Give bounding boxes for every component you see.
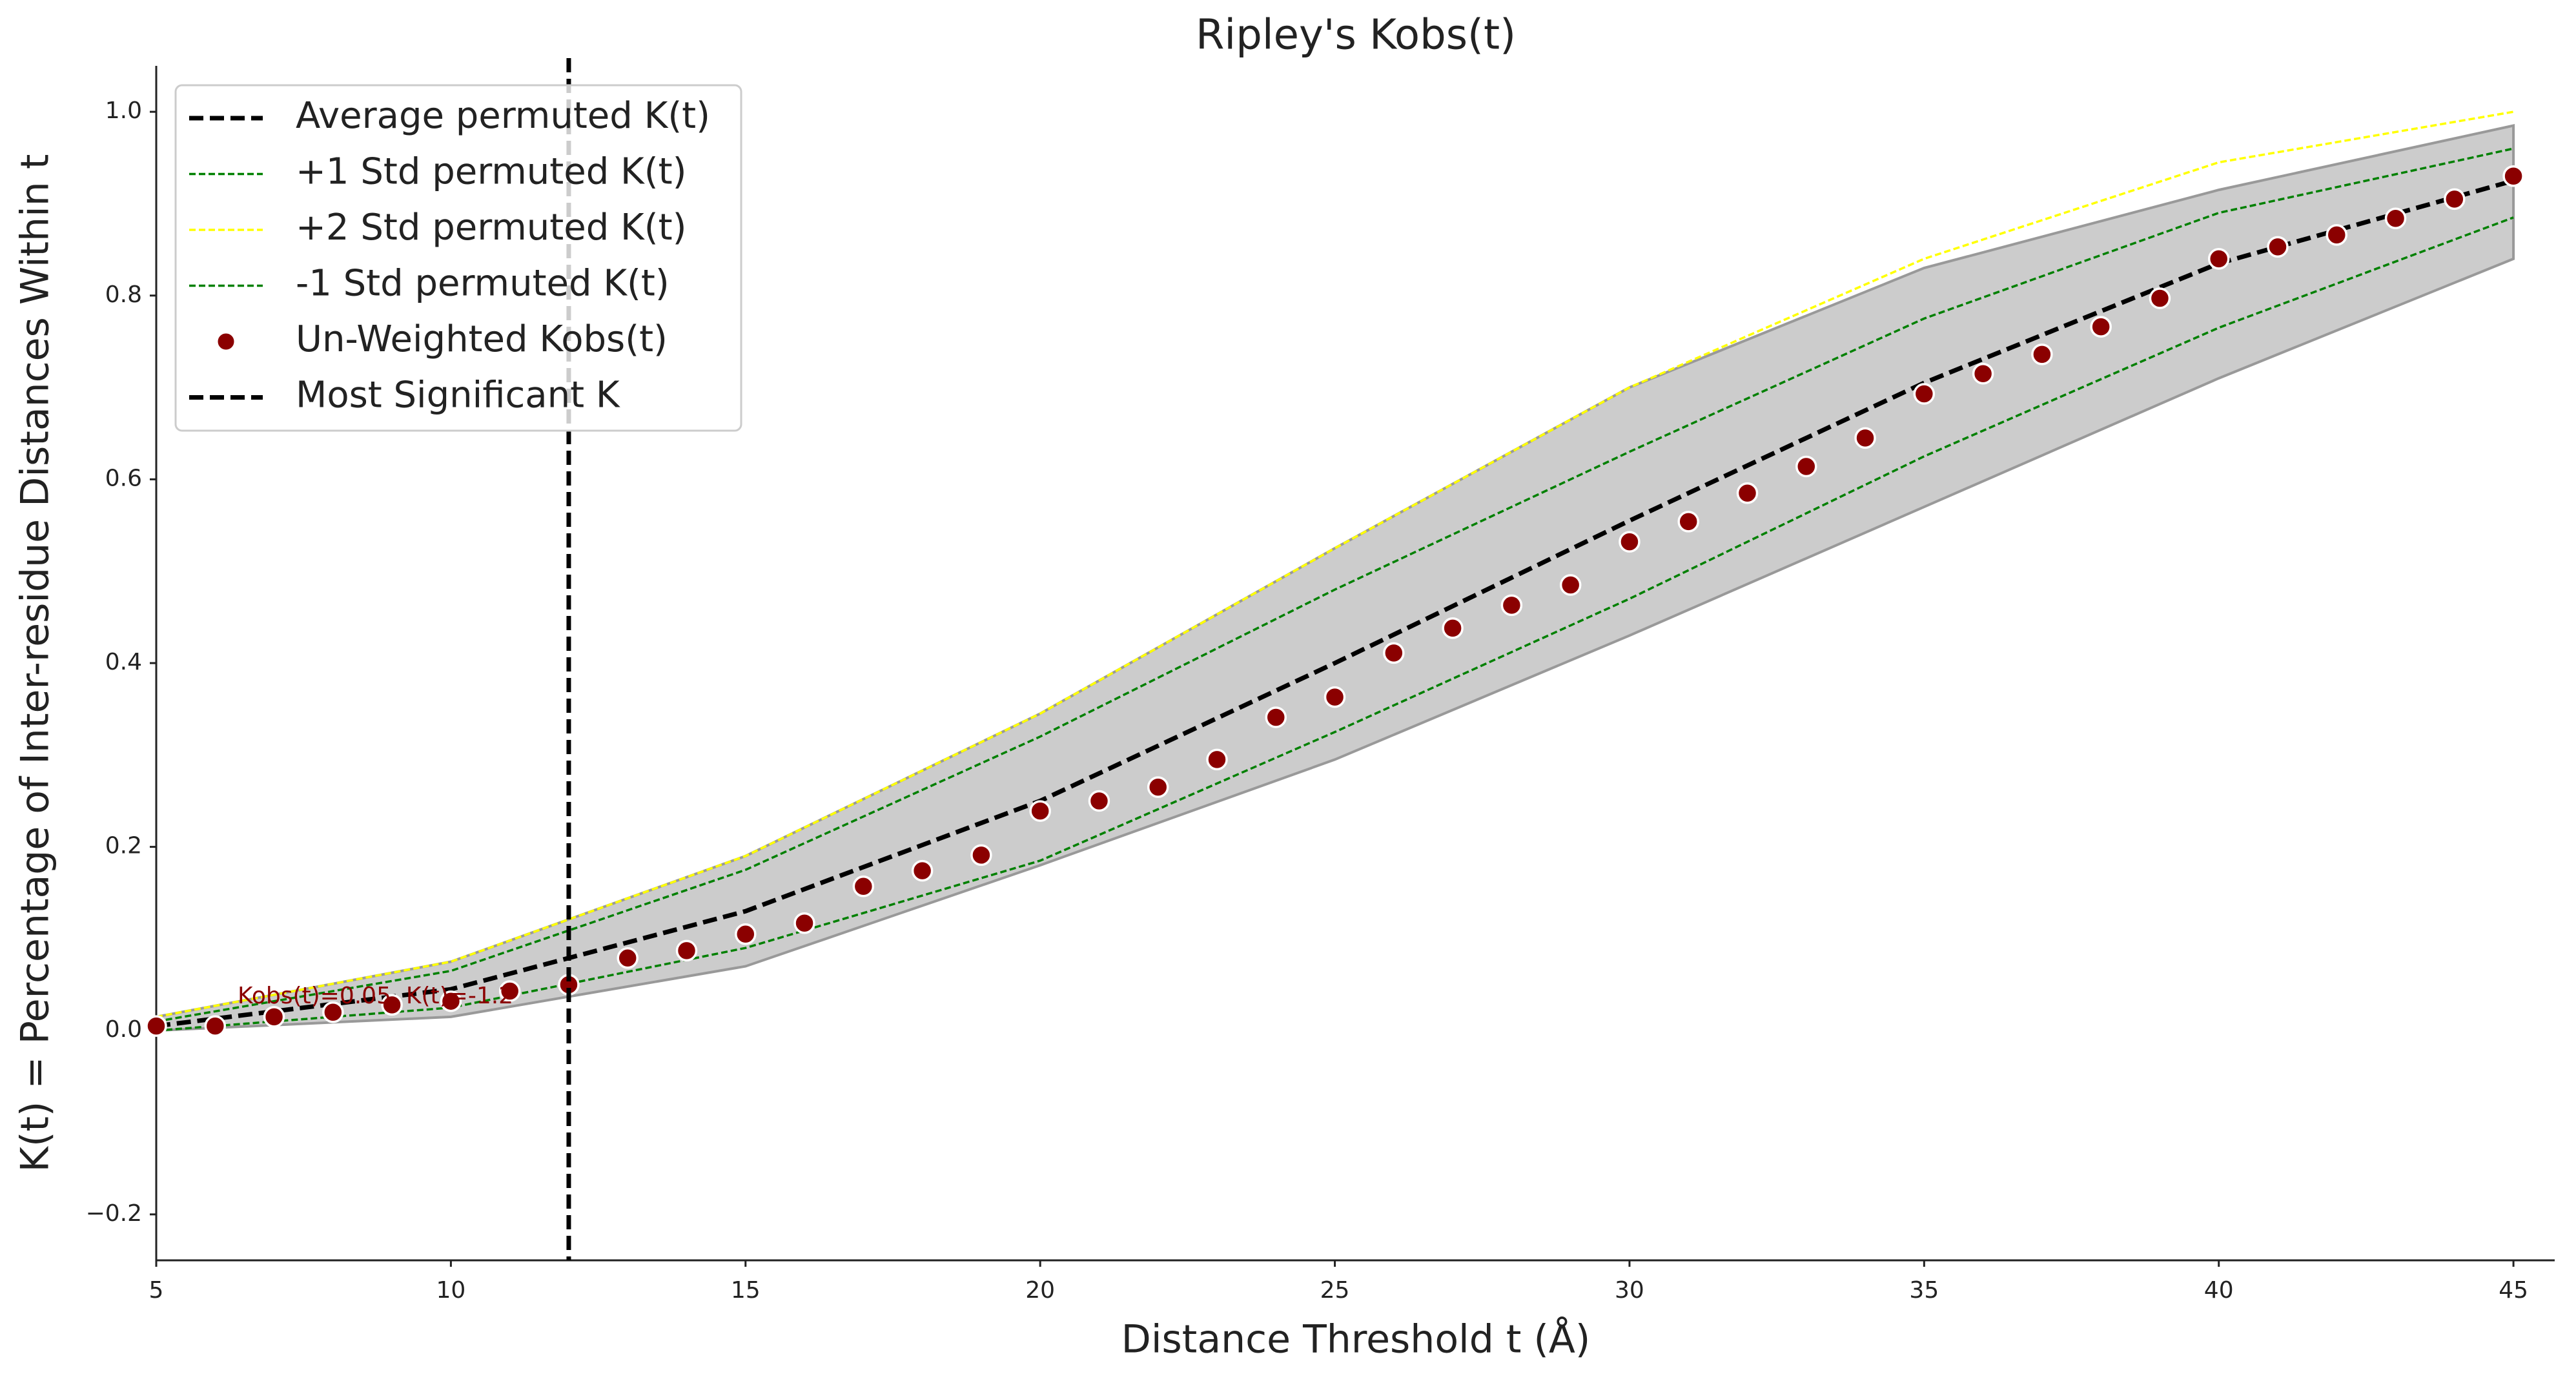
y-axis-label: K(t) = Percentage of Inter-residue Dista… xyxy=(13,154,58,1173)
line xyxy=(156,216,2514,1032)
point xyxy=(617,947,639,969)
point xyxy=(322,1001,344,1023)
point xyxy=(1619,531,1641,553)
point xyxy=(911,859,934,882)
legend-marker xyxy=(216,331,236,352)
point xyxy=(1029,800,1051,822)
line xyxy=(156,110,2514,1018)
x-tick-label: 15 xyxy=(731,1277,761,1304)
point xyxy=(1147,776,1169,798)
point xyxy=(1442,617,1464,639)
point xyxy=(381,994,403,1016)
legend: Average permuted K(t) +1 Std permuted K(t… xyxy=(174,84,742,432)
point xyxy=(2444,188,2466,210)
legend-label: -1 Std permuted K(t) xyxy=(296,263,670,305)
point xyxy=(2149,287,2171,309)
point xyxy=(263,1006,285,1028)
x-axis-label: Distance Threshold t (Å) xyxy=(1121,1316,1591,1362)
legend-label: Un-Weighted Kobs(t) xyxy=(296,318,668,360)
point xyxy=(2502,165,2524,187)
point xyxy=(735,923,757,945)
y-tick-label: −0.2 xyxy=(86,1200,142,1227)
x-tick-label: 5 xyxy=(149,1277,164,1304)
point xyxy=(1324,686,1346,708)
point xyxy=(1383,642,1405,664)
point xyxy=(2326,224,2348,246)
x-tick-label: 35 xyxy=(1909,1277,1939,1304)
y-tick-label: 1.0 xyxy=(105,97,142,124)
x-tick-label: 10 xyxy=(436,1277,465,1304)
point xyxy=(852,876,875,897)
y-tick-label: 0.4 xyxy=(105,649,142,675)
point xyxy=(145,1015,167,1037)
legend-frame xyxy=(174,84,742,432)
point xyxy=(1795,455,1817,478)
y-tick-label: 0.2 xyxy=(105,833,142,859)
point xyxy=(1854,427,1876,449)
x-tick-label: 30 xyxy=(1615,1277,1644,1304)
x-tick-label: 40 xyxy=(2204,1277,2234,1304)
line xyxy=(156,147,2514,1023)
point xyxy=(1677,511,1699,533)
legend-label: +1 Std permuted K(t) xyxy=(296,151,686,193)
point xyxy=(1736,482,1759,504)
y-tick-label: 0.0 xyxy=(105,1016,142,1043)
point xyxy=(970,844,992,866)
y-tick-label: 0.8 xyxy=(105,282,142,308)
legend-label: Most Significant K xyxy=(296,374,620,416)
point xyxy=(2384,207,2407,229)
point xyxy=(1559,574,1582,596)
point xyxy=(1972,362,1994,385)
point xyxy=(1500,594,1523,617)
point xyxy=(204,1015,227,1037)
x-tick-label: 25 xyxy=(1320,1277,1350,1304)
point xyxy=(2090,316,2112,338)
point xyxy=(1206,748,1228,771)
point xyxy=(675,939,698,962)
point xyxy=(498,980,521,1002)
chart-title: Ripley's Kobs(t) xyxy=(1196,12,1516,59)
x-tick-label: 45 xyxy=(2499,1277,2528,1304)
legend-label: +2 Std permuted K(t) xyxy=(296,207,686,249)
point xyxy=(1088,790,1110,812)
point xyxy=(1913,383,1936,405)
point xyxy=(440,990,462,1012)
point xyxy=(793,912,815,934)
legend-label: Average permuted K(t) xyxy=(296,95,710,137)
point xyxy=(2267,236,2289,258)
point xyxy=(1265,706,1287,728)
y-tick-label: 0.6 xyxy=(105,465,142,491)
point xyxy=(2207,248,2230,270)
annotation: Kobs(t)=0.05, K(t)=-1.2 xyxy=(238,983,513,1009)
point xyxy=(2031,343,2053,365)
line xyxy=(156,178,2515,1029)
x-tick-label: 20 xyxy=(1025,1277,1055,1304)
